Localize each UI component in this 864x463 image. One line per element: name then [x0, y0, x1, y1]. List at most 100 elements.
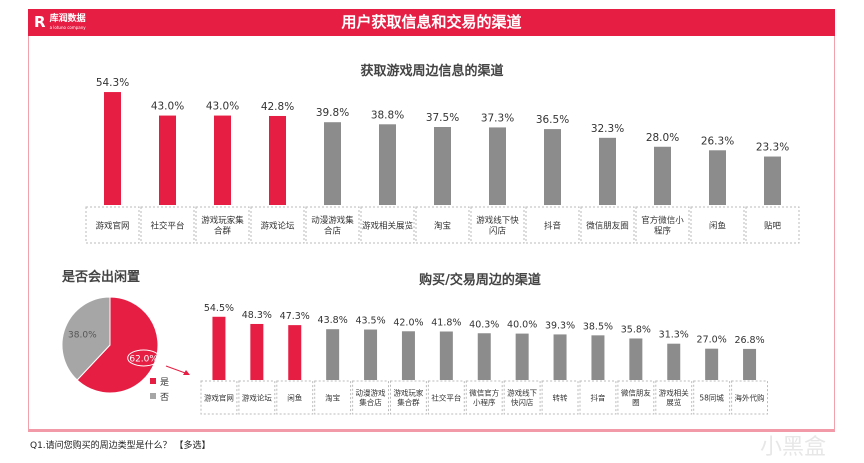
- category-label: 闪店: [489, 226, 507, 237]
- value-label: 54.3%: [96, 77, 129, 89]
- bar: [379, 124, 396, 205]
- bar: [764, 156, 781, 205]
- category-label: 动漫游戏集: [311, 215, 354, 226]
- bar: [401, 331, 415, 380]
- category-label: 圈: [632, 398, 640, 407]
- category-label: 抖音: [590, 392, 605, 402]
- category-box: [503, 380, 541, 415]
- pie-title: 是否会出闲置: [62, 270, 141, 285]
- category-box: [745, 206, 800, 244]
- value-label: 39.8%: [316, 107, 349, 119]
- bar: [214, 115, 231, 205]
- category-label: 游戏线下: [507, 388, 537, 398]
- value-label: 32.3%: [591, 123, 624, 135]
- category-label: 淘宝: [434, 220, 451, 231]
- bar: [288, 325, 302, 380]
- category-label: 游戏论坛: [242, 392, 272, 402]
- bar: [709, 150, 726, 205]
- category-label: 社交平台: [150, 220, 184, 231]
- bar: [326, 329, 340, 380]
- value-label: 43.5%: [355, 316, 385, 327]
- category-label: 小程序: [473, 397, 496, 407]
- value-label: 42.8%: [261, 101, 294, 113]
- value-label: 31.3%: [659, 330, 689, 341]
- category-box: [314, 380, 352, 415]
- value-label: 43.0%: [151, 101, 184, 113]
- arrow-head-icon: [183, 370, 190, 375]
- value-label: 39.3%: [545, 320, 575, 331]
- category-box: [85, 206, 140, 244]
- bar: [591, 335, 605, 380]
- category-label: 合店: [324, 226, 342, 237]
- bar: [159, 115, 176, 205]
- category-label: 社交平台: [431, 392, 461, 402]
- category-box: [655, 380, 693, 415]
- category-label: 展览: [666, 397, 681, 407]
- bar: [553, 334, 567, 380]
- pie-label: 62.0%: [129, 354, 158, 364]
- bar: [324, 122, 341, 205]
- bar: [104, 92, 121, 205]
- bar: [434, 127, 451, 205]
- logo-sub: a lotuno company: [49, 25, 86, 30]
- value-label: 26.3%: [701, 135, 734, 147]
- bar: [544, 129, 561, 205]
- pie-label: 38.0%: [68, 331, 97, 341]
- chart1-title: 获取游戏周边信息的渠道: [360, 64, 504, 79]
- category-box: [250, 206, 305, 244]
- category-box: [617, 380, 655, 415]
- value-label: 41.8%: [431, 318, 461, 329]
- category-label: 58同城: [699, 393, 724, 402]
- category-label: 贴吧: [764, 220, 782, 231]
- pie-slice: [76, 296, 159, 394]
- bar: [477, 333, 491, 380]
- value-label: 36.5%: [536, 114, 569, 126]
- category-label: 海外代购: [735, 392, 765, 402]
- category-label: 游戏线下快: [476, 215, 519, 226]
- logo-mark-icon: R: [34, 13, 46, 31]
- bar: [364, 329, 378, 380]
- header-bar: R 库润数据 a lotuno company 用户获取信息和交易的渠道: [28, 9, 835, 36]
- logo: R 库润数据 a lotuno company: [34, 12, 86, 33]
- value-label: 47.3%: [280, 311, 310, 322]
- category-box: [415, 206, 470, 244]
- bar: [705, 348, 719, 380]
- category-label: 游戏论坛: [260, 220, 295, 231]
- category-label: 游戏官网: [204, 392, 234, 402]
- category-label: 集合群: [397, 397, 420, 407]
- value-label: 27.0%: [697, 335, 727, 346]
- category-label: 游戏官网: [95, 220, 129, 231]
- category-label: 游戏相关展览: [362, 220, 413, 231]
- value-label: 42.0%: [393, 317, 423, 328]
- legend-label: 是: [160, 377, 169, 388]
- value-label: 23.3%: [756, 142, 789, 154]
- category-label: 闲鱼: [287, 392, 302, 402]
- category-box: [465, 380, 503, 415]
- bar: [439, 331, 453, 380]
- category-label: 集合店: [359, 397, 382, 407]
- category-label: 微信朋友: [621, 388, 651, 398]
- category-label: 抖音: [544, 220, 562, 231]
- category-label: 闲鱼: [709, 220, 726, 231]
- category-box: [238, 380, 276, 415]
- category-box: [200, 380, 238, 415]
- bar: [667, 343, 681, 380]
- value-label: 54.5%: [204, 303, 234, 314]
- value-label: 28.0%: [646, 132, 679, 144]
- category-box: [305, 206, 360, 244]
- category-label: 动漫游戏: [356, 388, 386, 398]
- value-label: 43.0%: [206, 101, 239, 113]
- chart2-title: 购买/交易周边的渠道: [419, 273, 541, 288]
- bar: [743, 348, 757, 380]
- category-box: [579, 380, 617, 415]
- value-label: 37.5%: [426, 112, 459, 124]
- category-label: 淘宝: [325, 392, 340, 402]
- category-label: 游戏玩家集: [201, 215, 244, 226]
- bar: [212, 316, 226, 380]
- bar: [629, 338, 643, 380]
- value-label: 40.0%: [507, 320, 537, 331]
- bar: [489, 127, 506, 205]
- legend-swatch: [150, 393, 156, 399]
- category-box: [427, 380, 465, 415]
